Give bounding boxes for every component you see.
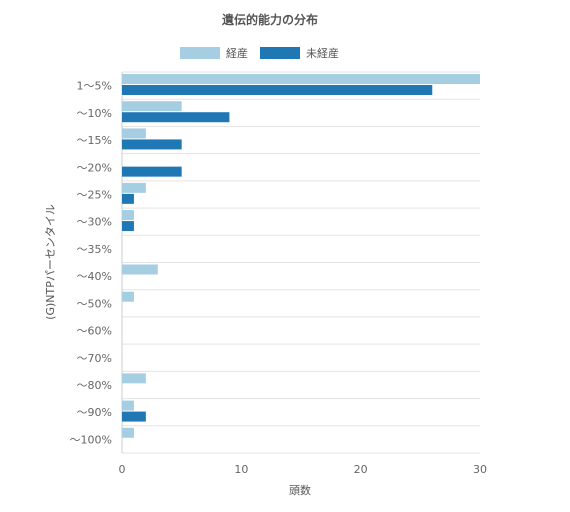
- x-tick-label: 10: [234, 463, 248, 476]
- bar-series-2: [122, 411, 146, 422]
- y-tick-label: 〜70%: [77, 352, 112, 365]
- legend: 経産 未経産: [180, 47, 339, 60]
- bar-series-1: [122, 182, 146, 193]
- y-tick-label: 〜30%: [77, 216, 112, 229]
- y-axis-title: (G)NTPパーセンタイル: [44, 204, 57, 320]
- bar-series-2: [122, 221, 134, 232]
- y-tick-label: 〜25%: [77, 188, 112, 201]
- bars: [122, 74, 480, 438]
- y-tick-label: 〜50%: [77, 297, 112, 310]
- x-tick-label: 30: [473, 463, 487, 476]
- x-tick-label: 0: [119, 463, 126, 476]
- grid-lines: [121, 71, 480, 454]
- y-tick-label: 〜80%: [77, 379, 112, 392]
- y-tick-label: 〜100%: [70, 433, 112, 446]
- y-tick-label: 1〜5%: [77, 80, 112, 93]
- chart-title: 遺伝的能力の分布: [221, 12, 318, 27]
- bar-series-1: [122, 74, 480, 84]
- legend-label: 未経産: [306, 47, 339, 60]
- bar-series-2: [122, 139, 182, 150]
- legend-swatch: [180, 47, 220, 59]
- bar-series-2: [122, 166, 182, 177]
- bar-series-1: [122, 400, 134, 411]
- bar-series-1: [122, 101, 182, 112]
- bar-series-1: [122, 373, 146, 384]
- y-tick-label: 〜90%: [77, 406, 112, 419]
- bar-series-2: [122, 112, 230, 123]
- y-tick-label: 〜40%: [77, 270, 112, 283]
- legend-swatch: [260, 47, 300, 59]
- y-tick-label: 〜60%: [77, 325, 112, 338]
- bar-series-1: [122, 128, 146, 139]
- bar-series-2: [122, 85, 433, 95]
- y-axis-ticks: 1〜5% 〜10% 〜15% 〜20% 〜25% 〜30% 〜35% 〜40% 〜50% 〜60%…: [70, 80, 112, 447]
- x-tick-label: 20: [354, 463, 368, 476]
- bar-series-1: [122, 427, 134, 438]
- x-axis-title: 頭数: [289, 484, 311, 497]
- bar-series-1: [122, 264, 158, 275]
- bar-series-1: [122, 291, 134, 302]
- bar-series-2: [122, 193, 134, 204]
- bar-series-1: [122, 210, 134, 221]
- legend-label: 経産: [226, 47, 248, 60]
- y-tick-label: 〜35%: [77, 243, 112, 256]
- y-tick-label: 〜20%: [77, 161, 112, 174]
- y-tick-label: 〜15%: [77, 134, 112, 147]
- x-axis-ticks: 0 10 20 30: [119, 463, 488, 476]
- y-tick-label: 〜10%: [77, 107, 112, 120]
